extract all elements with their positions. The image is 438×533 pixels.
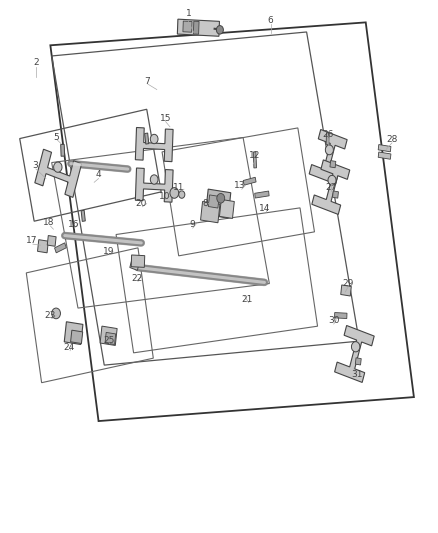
- Polygon shape: [145, 133, 149, 144]
- Ellipse shape: [150, 134, 158, 144]
- Polygon shape: [47, 236, 56, 246]
- Text: 1: 1: [185, 9, 191, 18]
- Polygon shape: [177, 19, 219, 36]
- Polygon shape: [105, 333, 116, 344]
- Polygon shape: [243, 177, 256, 185]
- Polygon shape: [38, 240, 48, 253]
- Text: 15: 15: [160, 114, 171, 123]
- Ellipse shape: [325, 145, 333, 155]
- Text: 25: 25: [103, 336, 114, 344]
- Text: 6: 6: [268, 16, 274, 25]
- Polygon shape: [253, 152, 257, 168]
- Ellipse shape: [53, 162, 62, 172]
- Text: 12: 12: [249, 151, 261, 160]
- Text: 19: 19: [103, 247, 114, 256]
- Polygon shape: [183, 21, 192, 32]
- Text: 29: 29: [343, 279, 354, 288]
- Text: 5: 5: [53, 133, 59, 142]
- Text: 11: 11: [173, 183, 184, 192]
- Polygon shape: [255, 191, 269, 198]
- Ellipse shape: [351, 342, 360, 352]
- Polygon shape: [55, 243, 66, 253]
- Polygon shape: [35, 149, 81, 197]
- Polygon shape: [135, 168, 173, 202]
- Polygon shape: [71, 330, 83, 344]
- Text: 7: 7: [144, 77, 150, 85]
- Text: 20: 20: [135, 199, 147, 208]
- Ellipse shape: [179, 191, 185, 198]
- Polygon shape: [208, 195, 219, 208]
- Text: 14: 14: [259, 205, 271, 213]
- Polygon shape: [330, 160, 336, 168]
- Polygon shape: [335, 312, 347, 319]
- Text: 30: 30: [328, 317, 339, 325]
- Polygon shape: [135, 127, 173, 161]
- Polygon shape: [100, 326, 117, 345]
- Polygon shape: [378, 152, 391, 159]
- Polygon shape: [341, 285, 351, 296]
- Polygon shape: [205, 189, 231, 218]
- Text: 26: 26: [322, 130, 333, 139]
- Polygon shape: [193, 21, 199, 34]
- Text: 9: 9: [189, 221, 195, 229]
- Ellipse shape: [52, 308, 60, 319]
- Polygon shape: [64, 322, 83, 344]
- Text: 22: 22: [131, 274, 142, 282]
- Ellipse shape: [170, 188, 179, 198]
- Text: 23: 23: [45, 311, 56, 320]
- Text: 4: 4: [96, 171, 101, 179]
- Polygon shape: [309, 130, 347, 184]
- Text: 27: 27: [325, 183, 336, 192]
- Ellipse shape: [150, 175, 158, 184]
- Polygon shape: [61, 144, 64, 156]
- Polygon shape: [201, 201, 220, 223]
- Text: 16: 16: [68, 221, 79, 229]
- Text: 24: 24: [64, 343, 75, 352]
- Polygon shape: [335, 326, 374, 383]
- Polygon shape: [81, 211, 85, 221]
- Text: 8: 8: [202, 199, 208, 208]
- Polygon shape: [355, 358, 361, 365]
- Polygon shape: [131, 255, 145, 268]
- Polygon shape: [130, 257, 140, 270]
- Text: 3: 3: [32, 161, 38, 169]
- Polygon shape: [312, 160, 350, 214]
- Text: 13: 13: [234, 181, 246, 190]
- Text: 18: 18: [43, 219, 55, 227]
- Text: 21: 21: [242, 295, 253, 304]
- Text: 2: 2: [33, 59, 39, 67]
- Ellipse shape: [328, 175, 336, 185]
- Ellipse shape: [217, 193, 225, 203]
- Ellipse shape: [216, 26, 223, 34]
- Polygon shape: [219, 199, 234, 219]
- Polygon shape: [326, 133, 329, 144]
- Polygon shape: [378, 144, 391, 152]
- Text: 17: 17: [26, 237, 37, 245]
- Text: 10: 10: [159, 192, 170, 200]
- Text: 31: 31: [351, 370, 363, 378]
- Polygon shape: [332, 191, 339, 198]
- Text: 28: 28: [386, 135, 398, 144]
